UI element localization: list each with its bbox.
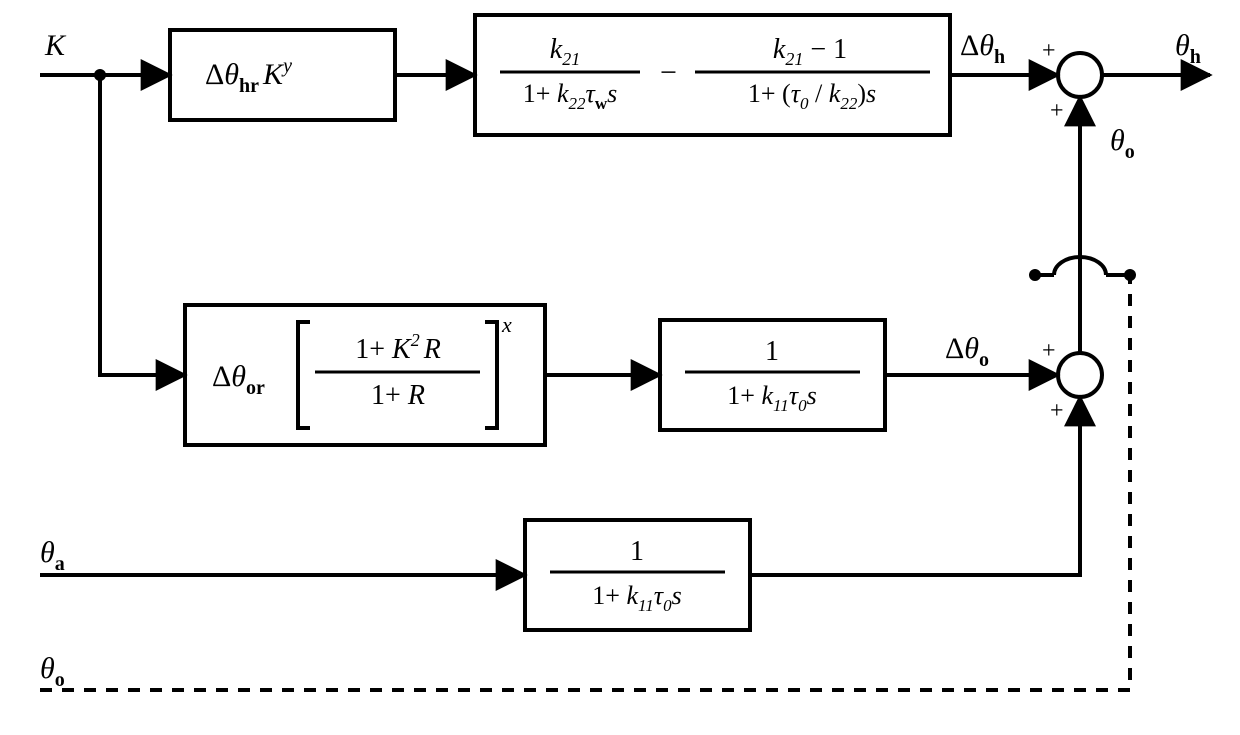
sign-sumtop-left: + (1042, 38, 1056, 64)
svg-text:k21 − 1: k21 − 1 (773, 34, 847, 69)
sign-summid-left: + (1042, 338, 1056, 364)
block-b2 (475, 15, 950, 135)
label-delta-theta-h: Δθh (960, 29, 1005, 68)
svg-text:x: x (501, 312, 512, 337)
label-delta-theta-o: Δθo (945, 332, 989, 371)
sum-mid (1058, 353, 1102, 397)
label-theta-h-out: θh (1175, 29, 1201, 68)
svg-text:1+ (τ0 / k22)s: 1+ (τ0 / k22)s (748, 79, 876, 113)
label-theta-o-mid: θo (1110, 124, 1135, 163)
sign-summid-bot: + (1050, 398, 1064, 424)
svg-text:1+ R: 1+ R (371, 380, 425, 411)
sign-sumtop-bot: + (1050, 98, 1064, 124)
node-cross-left (1029, 269, 1041, 281)
svg-text:1+ K2 R: 1+ K2 R (355, 330, 441, 365)
expr-b2-minus: − (660, 56, 677, 89)
label-theta-a: θa (40, 536, 65, 575)
svg-text:1: 1 (765, 336, 779, 367)
label-theta-o-in: θo (40, 652, 65, 691)
svg-text:1: 1 (630, 536, 644, 567)
sum-top (1058, 53, 1102, 97)
label-K: K (44, 29, 67, 62)
